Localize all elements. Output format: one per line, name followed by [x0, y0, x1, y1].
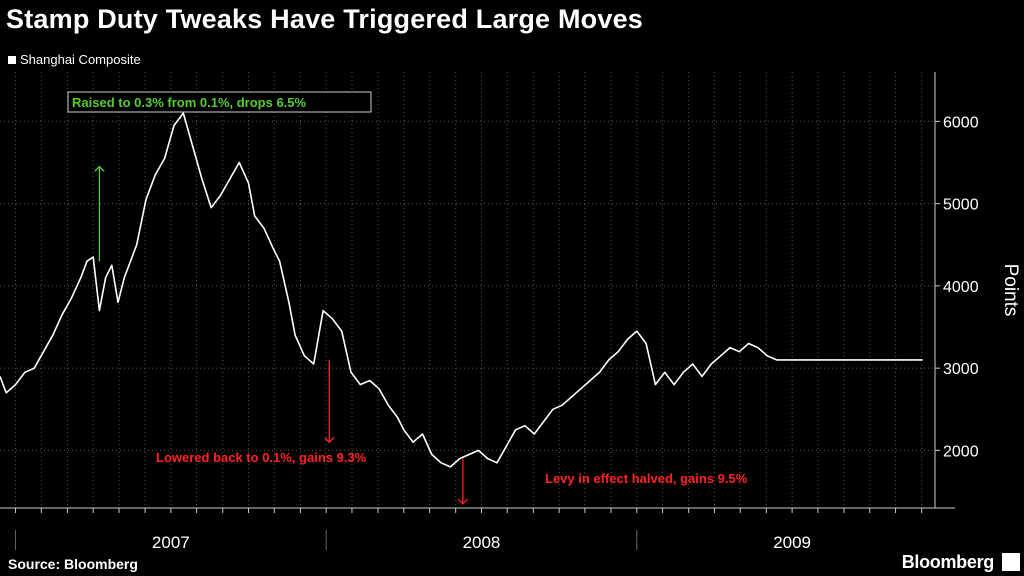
brand-logo-text: Bloomberg	[901, 552, 995, 572]
annotation-label: Raised to 0.3% from 0.1%, drops 6.5%	[72, 95, 307, 110]
annotation-label: Levy in effect halved, gains 9.5%	[545, 471, 748, 486]
x-tick-label: 2007	[152, 533, 190, 552]
y-tick-label: 2000	[943, 443, 979, 460]
source-note: Source: Bloomberg	[8, 556, 138, 572]
chart-title: Stamp Duty Tweaks Have Triggered Large M…	[6, 4, 644, 34]
legend-swatch	[8, 55, 16, 64]
legend-label: Shanghai Composite	[20, 52, 141, 67]
y-tick-label: 3000	[943, 361, 979, 378]
x-tick-label: 2008	[463, 533, 501, 552]
y-tick-label: 5000	[943, 197, 979, 214]
series-line-shanghai-composite	[0, 112, 923, 468]
x-tick-label: 2009	[773, 533, 811, 552]
y-tick-label: 4000	[943, 279, 979, 296]
annotation-box	[67, 91, 372, 113]
annotation-label: Lowered back to 0.1%, gains 9.3%	[156, 450, 367, 465]
y-tick-label: 6000	[943, 114, 979, 131]
y-axis-title: Points	[1000, 264, 1021, 317]
brand-box-icon	[1002, 553, 1020, 571]
legend: Shanghai Composite	[8, 52, 141, 67]
